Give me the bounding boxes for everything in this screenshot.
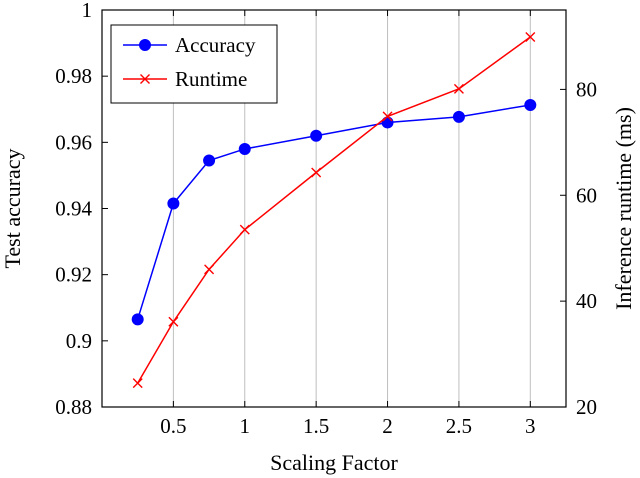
y-tick-label: 0.98: [55, 64, 92, 88]
y-tick-label: 0.94: [55, 197, 92, 221]
data-point-accuracy: [203, 154, 216, 167]
data-point-runtime: [132, 378, 143, 389]
data-point-accuracy: [238, 142, 251, 155]
legend-label: Accuracy: [175, 33, 256, 57]
data-point-accuracy: [167, 197, 180, 210]
data-point-accuracy: [310, 129, 323, 142]
y-tick-label: 1: [82, 0, 93, 22]
y2-tick-label: 20: [576, 395, 597, 419]
y-tick-label: 0.88: [55, 395, 92, 419]
legend-item-accuracy: Accuracy: [123, 33, 256, 57]
data-point-accuracy: [452, 110, 465, 123]
x-axis-title: Scaling Factor: [270, 450, 398, 475]
legend-item-runtime: Runtime: [123, 67, 247, 91]
legend: Accuracy Runtime: [110, 24, 278, 104]
series-runtime: [132, 32, 536, 389]
y-tick-label: 0.96: [55, 130, 92, 154]
data-point-runtime: [204, 264, 215, 275]
x-tick-label: 0.5: [160, 414, 186, 438]
y2-tick-label: 40: [576, 289, 597, 313]
legend-marker: [139, 39, 151, 51]
data-point-runtime: [239, 224, 250, 235]
legend-box: [110, 24, 278, 104]
data-point-runtime: [453, 83, 464, 94]
data-point-runtime: [311, 167, 322, 178]
series-line-runtime: [137, 36, 531, 384]
data-point-accuracy: [524, 98, 537, 111]
series: [131, 32, 537, 389]
x-tick-label: 2.5: [446, 414, 472, 438]
x-tick-label: 1: [240, 414, 251, 438]
y2-tick-label: 80: [576, 77, 597, 101]
x-tick-label: 1.5: [303, 414, 329, 438]
data-point-runtime: [382, 111, 393, 122]
y2-tick-label: 60: [576, 183, 597, 207]
legend-marker: [140, 74, 150, 84]
y-axis-title: Test accuracy: [0, 149, 25, 269]
series-line-accuracy: [136, 104, 531, 320]
x-tick-label: 3: [525, 414, 536, 438]
y2-axis-title: Inference runtime (ms): [611, 107, 636, 310]
data-point-runtime: [525, 32, 536, 42]
ticks: 0.5 1 1.5 2 2.5 3 0.88 0.9 0.92 0.94 0.96 0.98 1 20 40…: [55, 0, 597, 438]
legend-label: Runtime: [175, 67, 247, 91]
y-tick-label: 0.9: [66, 329, 92, 353]
series-accuracy: [131, 98, 537, 326]
data-point-runtime: [168, 316, 179, 327]
x-tick-label: 2: [382, 414, 393, 438]
data-point-accuracy: [131, 313, 144, 326]
y-tick-label: 0.92: [55, 263, 92, 287]
